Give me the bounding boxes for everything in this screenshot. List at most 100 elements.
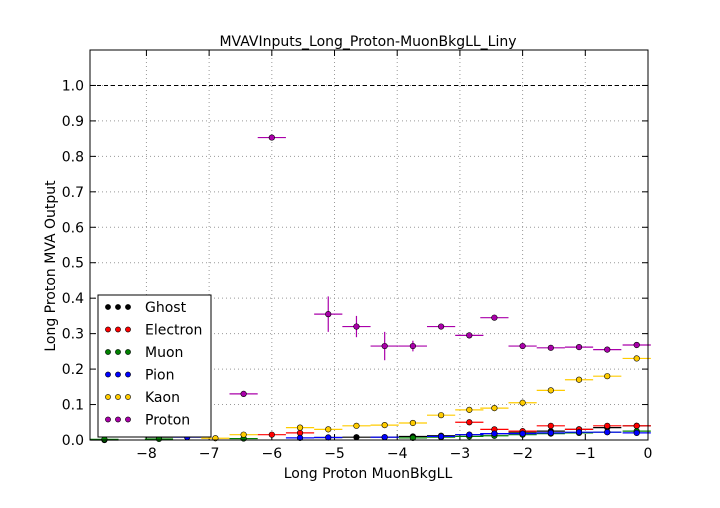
legend-label: Electron — [145, 323, 202, 339]
data-point — [575, 344, 583, 351]
data-point — [604, 429, 611, 436]
series-kaon — [201, 355, 651, 442]
data-point — [491, 404, 498, 412]
data-point — [547, 422, 554, 429]
y-tick-label: 0.5 — [62, 256, 84, 272]
data-point — [547, 344, 554, 351]
data-point — [325, 311, 332, 318]
axis-ticks: −8 −7 −6 −5 −4 −3 −2 −1 0 0.0 0.1 0.2 0.3 0.4 0.5 0.6 0.… — [62, 50, 653, 462]
data-point — [547, 429, 554, 437]
legend-marker — [105, 326, 111, 333]
data-point — [381, 434, 388, 441]
y-tick-label: 0.7 — [62, 185, 84, 201]
legend-marker — [125, 371, 131, 378]
data-point — [491, 314, 498, 321]
legend-marker — [115, 349, 121, 355]
data-points — [90, 134, 651, 444]
data-point — [409, 342, 416, 350]
data-point — [633, 422, 640, 429]
data-point — [409, 419, 416, 427]
legend-marker — [105, 394, 111, 400]
data-point — [353, 323, 360, 330]
x-tick-label: −8 — [136, 446, 157, 462]
legend-marker — [125, 326, 131, 333]
legend-marker — [115, 304, 121, 310]
data-point — [466, 406, 473, 413]
legend-marker — [105, 349, 111, 355]
data-point — [381, 342, 388, 350]
plot-frame — [89, 49, 649, 441]
data-point — [519, 399, 526, 406]
x-tick-label: −4 — [387, 446, 408, 462]
x-axis-label: Long Proton MuonBkgLL — [284, 466, 453, 482]
legend-marker — [125, 304, 131, 310]
legend-label: Muon — [145, 345, 183, 361]
y-tick-label: 0.8 — [62, 149, 84, 165]
data-point — [409, 434, 416, 441]
data-point — [296, 424, 304, 431]
data-point — [438, 433, 445, 440]
y-tick-label: 0.2 — [62, 362, 84, 378]
y-tick-label: 0.0 — [62, 433, 84, 449]
data-point — [438, 412, 445, 419]
data-point — [633, 355, 640, 362]
x-tick-label: −7 — [199, 446, 220, 462]
data-point — [547, 387, 554, 394]
legend-item-ghost: Ghost — [105, 300, 187, 316]
data-point — [575, 429, 583, 436]
chart-title: MVAVInputs_Long_Proton-MuonBkgLL_Liny — [219, 34, 516, 50]
data-point — [240, 390, 247, 398]
legend-marker — [125, 416, 131, 423]
legend-marker — [115, 394, 121, 400]
data-point — [296, 434, 304, 441]
legend-item-muon: Muon — [105, 345, 183, 361]
legend-marker — [115, 371, 121, 378]
data-point — [325, 434, 332, 441]
legend-marker — [125, 349, 131, 355]
legend-item-proton: Proton — [105, 413, 190, 429]
data-point — [466, 431, 473, 438]
legend-marker — [105, 304, 111, 310]
data-point — [240, 431, 247, 438]
legend-label: Ghost — [145, 300, 187, 316]
data-point — [633, 341, 640, 349]
data-point — [519, 342, 526, 350]
legend-label: Proton — [145, 413, 190, 429]
y-tick-label: 0.6 — [62, 220, 84, 236]
legend-marker — [105, 416, 111, 423]
data-point — [466, 419, 473, 426]
x-tick-label: −5 — [324, 446, 345, 462]
data-point — [353, 434, 360, 441]
y-axis-label: Long Proton MVA Output — [43, 180, 59, 352]
legend-item-electron: Electron — [105, 323, 202, 339]
legend: Ghost Electron Muon Pion Kaon Proton — [97, 294, 212, 438]
series-proton — [229, 134, 651, 398]
y-tick-label: 0.9 — [62, 114, 84, 130]
data-point — [353, 422, 360, 429]
data-point — [519, 430, 526, 437]
data-point — [268, 134, 275, 141]
legend-label: Kaon — [145, 390, 180, 406]
data-point — [381, 422, 388, 429]
data-point — [466, 332, 473, 339]
legend-marker — [105, 371, 111, 378]
legend-box — [97, 294, 212, 438]
y-tick-label: 0.4 — [62, 291, 84, 307]
x-tick-label: −1 — [575, 446, 596, 462]
x-tick-label: −2 — [512, 446, 533, 462]
data-point — [268, 431, 275, 438]
legend-marker — [115, 326, 121, 333]
y-tick-label: 1.0 — [62, 78, 84, 94]
data-point — [438, 323, 445, 330]
x-tick-label: −6 — [261, 446, 282, 462]
y-tick-label: 0.3 — [62, 327, 84, 343]
x-tick-label: 0 — [644, 446, 653, 462]
legend-marker — [115, 416, 121, 423]
data-point — [604, 422, 611, 429]
y-tick-label: 0.1 — [62, 398, 84, 414]
data-point — [491, 430, 498, 437]
x-tick-label: −3 — [450, 446, 471, 462]
series-pion — [173, 429, 651, 441]
